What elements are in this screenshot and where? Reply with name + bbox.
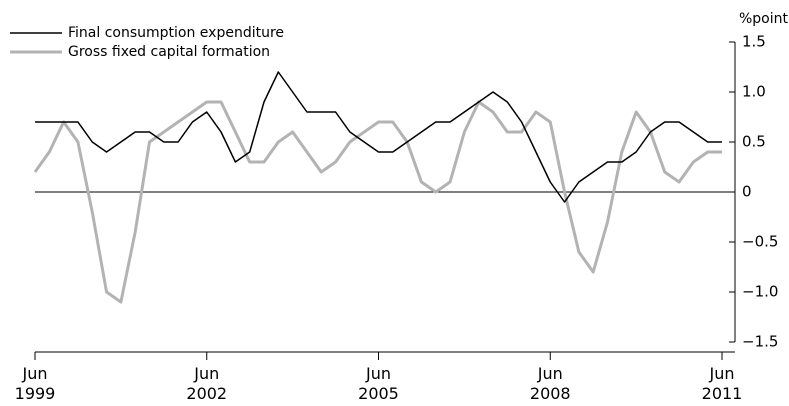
series-line — [35, 71, 722, 203]
x-tick-label: Jun 1999 — [14, 364, 56, 403]
legend-label: Gross fixed capital formation — [68, 44, 270, 60]
y-tick-label: −1.5 — [742, 333, 778, 351]
x-tick-label: Jun 2008 — [529, 364, 571, 403]
y-tick-label: 0.5 — [742, 133, 766, 151]
x-tick-label: Jun 2011 — [701, 364, 743, 403]
y-tick-label: −0.5 — [742, 233, 778, 251]
y-tick-label: 0 — [742, 183, 752, 201]
y-tick-label: 1.0 — [742, 83, 766, 101]
legend-label: Final consumption expenditure — [68, 25, 284, 41]
y-tick-label: −1.0 — [742, 283, 778, 301]
x-tick-label: Jun 2002 — [186, 364, 228, 403]
y-tick-label: 1.5 — [742, 33, 766, 51]
x-tick-label: Jun 2005 — [358, 364, 399, 403]
series-line — [33, 100, 722, 304]
y-axis-label: %point — [739, 11, 789, 27]
